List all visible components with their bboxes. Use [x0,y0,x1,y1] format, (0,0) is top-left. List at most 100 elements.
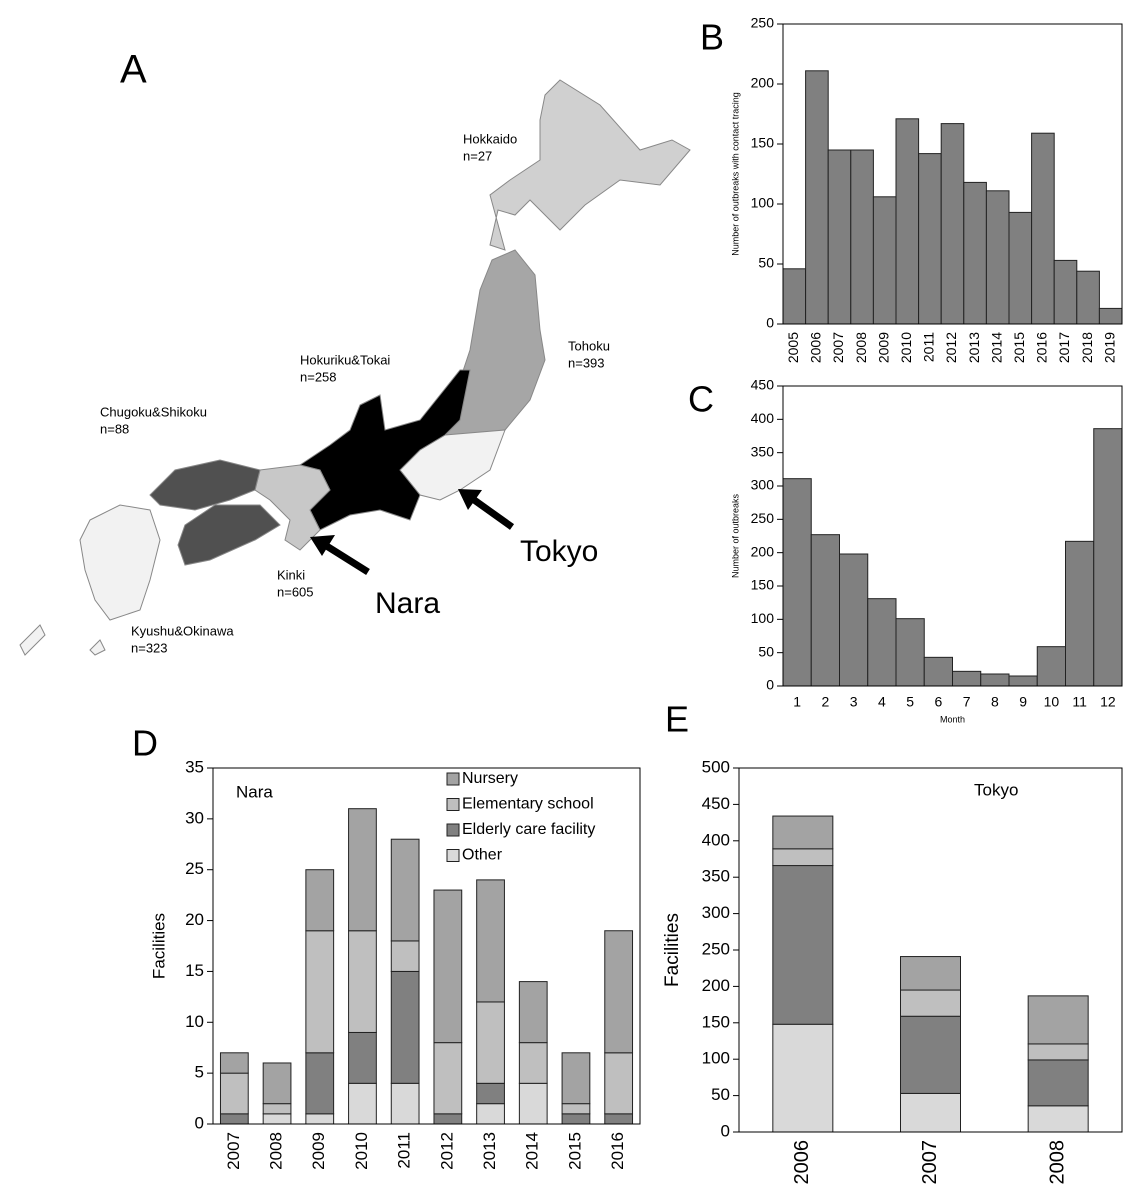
callout-label: Tokyo [520,535,598,568]
bar [1053,259,1078,325]
y-tick-label: 50 [758,255,774,271]
bar [827,149,852,325]
bar-segment [604,930,634,1054]
y-tick-label: 450 [751,377,775,393]
y-tick-label: 450 [702,794,730,813]
bar-segment [305,930,335,1054]
region-count: n=393 [568,355,605,370]
region-name: Chugoku&Shikoku [100,404,207,419]
x-tick-label: 11 [1072,694,1087,710]
tokyo-arrow [467,494,515,530]
bar-segment [1027,1043,1089,1061]
y-tick-label: 35 [185,757,204,776]
legend-swatch [446,849,460,862]
bar [1065,540,1095,687]
bar [895,118,920,325]
bar-segment [1027,1105,1089,1133]
y-axis-label: Facilities [149,913,168,979]
x-tick-label: 8 [991,694,999,710]
plot-frame [738,767,1123,1133]
bar-segment [219,1113,249,1125]
y-tick-label: 100 [702,1049,730,1068]
panel-label: D [132,723,158,764]
bar-segment [433,1042,463,1115]
x-tick-label: 2009 [875,332,891,363]
y-tick-label: 250 [702,939,730,958]
x-tick-label: 2007 [830,332,846,363]
y-tick-label: 30 [185,808,204,827]
bar [1031,132,1055,325]
bar [1076,270,1100,325]
japan-map [19,79,691,656]
bar-segment [561,1103,591,1115]
bar [810,534,840,687]
legend-swatch [446,823,460,837]
bar [782,268,807,325]
y-tick-label: 250 [751,15,775,31]
x-tick-label: 10 [1044,694,1060,710]
panel-label: E [665,699,689,740]
x-tick-label: 2014 [988,332,1004,363]
bar-segment [899,956,962,991]
annotation: Nara [236,782,273,801]
y-tick-label: 350 [702,867,730,886]
bar-segment [433,1113,463,1125]
legend-swatch [446,772,460,786]
legend-label: Other [462,847,503,864]
bar [782,478,812,687]
x-tick-label: 2015 [1011,332,1027,363]
x-tick-label: 2010 [352,1132,371,1170]
bar-segment [476,879,505,1003]
bar-segment [262,1103,292,1115]
x-tick-label: 1 [793,694,801,710]
bar [940,123,965,325]
bar-segment [518,981,548,1044]
bar [1008,675,1038,687]
bar-segment [772,815,834,850]
bar-segment [772,865,834,1025]
x-tick-label: 5 [906,694,914,710]
bar-segment [348,1082,377,1125]
x-tick-label: 3 [850,694,858,710]
y-tick-label: 300 [751,477,775,493]
callout-arrows [323,494,515,575]
region-name: Tohoku [568,338,610,353]
x-tick-label: 2008 [853,332,869,363]
bar-segment [390,940,420,972]
x-tick-label: 12 [1100,694,1116,710]
bar-segment [348,808,377,932]
y-tick-label: 25 [185,859,204,878]
bar [1036,646,1066,687]
bar-segment [604,1052,634,1115]
hokkaido-region [489,79,691,251]
region-name: Hokuriku&Tokai [300,352,390,367]
bar-segment [899,1015,962,1094]
y-tick-label: 20 [185,910,204,929]
y-tick-label: 400 [751,410,775,426]
region-count: n=605 [277,584,314,599]
kyushu-region [79,504,161,621]
x-tick-label: 2010 [898,332,914,363]
bar [918,153,942,325]
y-tick-label: 0 [195,1113,204,1132]
y-tick-label: 300 [702,903,730,922]
y-tick-label: 5 [195,1063,204,1082]
bar [839,553,869,687]
x-tick-label: 2017 [1056,332,1072,363]
x-tick-label: 2018 [1079,332,1095,363]
x-tick-label: 2006 [791,1140,813,1185]
bar [952,670,982,687]
x-tick-label: 2013 [480,1132,499,1170]
bar-segment [899,989,962,1017]
y-tick-label: 15 [185,961,204,980]
y-tick-label: 150 [751,577,775,593]
bar-segment [476,1001,505,1084]
x-tick-label: 2008 [1046,1140,1068,1185]
y-axis-label: Number of outbreaks with contact tracing [730,92,740,256]
bar [963,181,987,325]
x-tick-label: 2005 [785,332,801,363]
legend-label: Elderly care facility [462,821,595,838]
bar-segment [262,1062,292,1105]
y-tick-label: 150 [751,135,775,151]
